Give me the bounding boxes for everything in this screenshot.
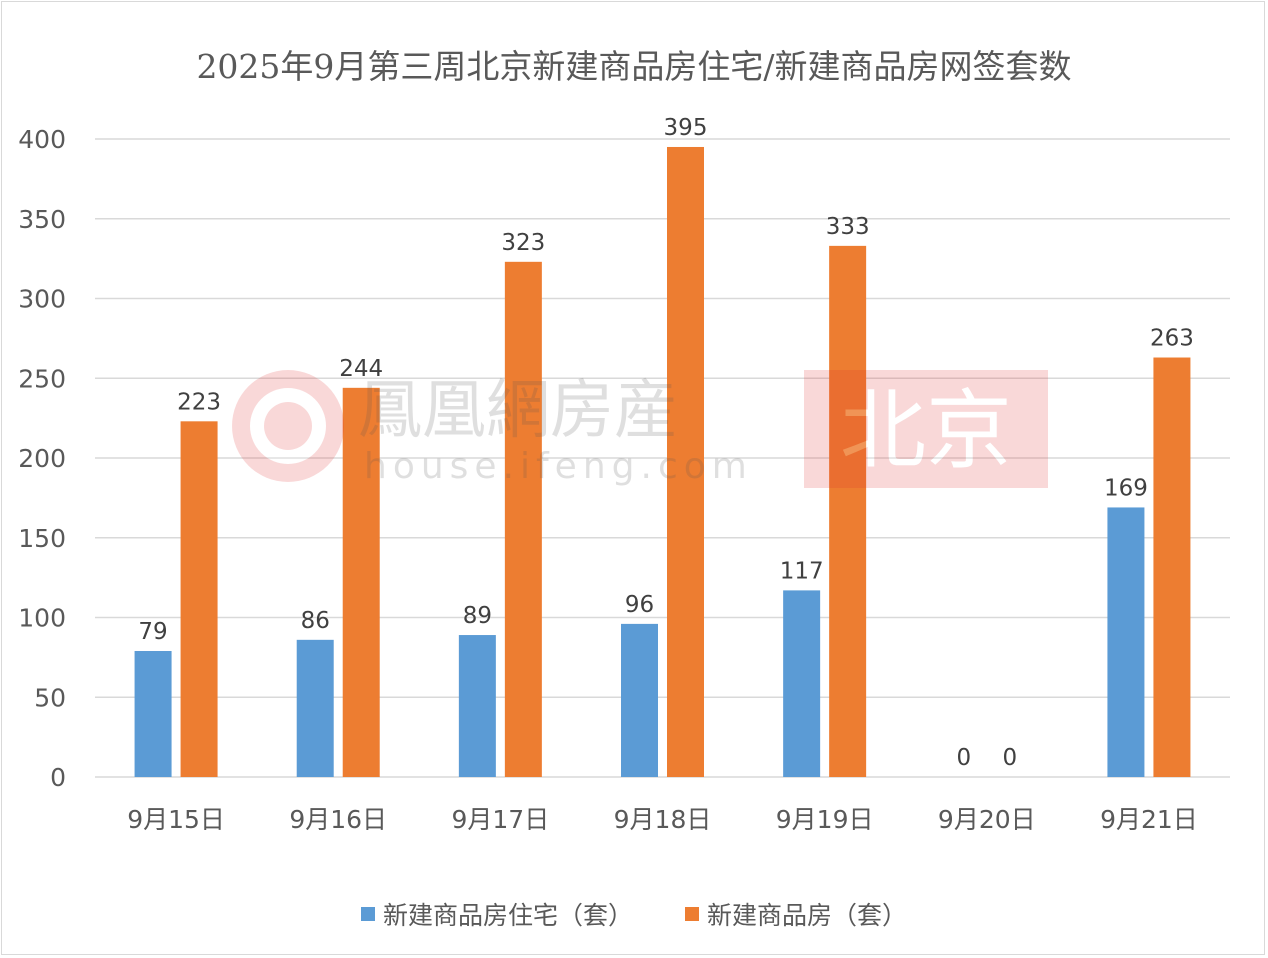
- legend-item-total: 新建商品房（套）: [685, 896, 907, 932]
- chart-legend: 新建商品房住宅（套） 新建商品房（套）: [0, 896, 1268, 932]
- data-label: 333: [826, 214, 870, 240]
- legend-label-total: 新建商品房（套）: [707, 901, 908, 930]
- data-label: 395: [664, 115, 708, 141]
- bar: [504, 261, 542, 777]
- data-label: 263: [1150, 326, 1194, 352]
- bar: [667, 146, 704, 778]
- y-tick-label: 400: [18, 125, 66, 154]
- bar: [134, 650, 172, 777]
- bar: [296, 639, 334, 777]
- y-tick-label: 50: [34, 683, 66, 712]
- bar: [829, 245, 867, 778]
- y-tick-label: 200: [18, 444, 66, 473]
- legend-swatch-total: [685, 907, 699, 921]
- data-label: 0: [956, 745, 971, 771]
- data-label: 223: [177, 389, 221, 415]
- data-label: 169: [1104, 475, 1148, 501]
- x-tick-label: 9月16日: [289, 805, 387, 834]
- y-tick-label: 350: [18, 205, 66, 234]
- y-tick-label: 0: [50, 763, 66, 792]
- y-tick-label: 300: [18, 285, 66, 314]
- bar: [1107, 507, 1145, 777]
- x-tick-label: 9月15日: [127, 805, 225, 834]
- data-label: 0: [1002, 745, 1017, 771]
- data-label: 79: [138, 619, 167, 645]
- x-tick-label: 9月18日: [614, 805, 712, 834]
- bar: [1153, 357, 1191, 777]
- legend-item-residential: 新建商品房住宅（套）: [360, 896, 633, 932]
- y-tick-label: 150: [18, 524, 66, 553]
- bar: [180, 421, 218, 777]
- bar: [342, 387, 380, 777]
- x-tick-label: 9月20日: [938, 805, 1036, 834]
- legend-label-residential: 新建商品房住宅（套）: [382, 901, 633, 930]
- chart-title: 2025年9月第三周北京新建商品房住宅/新建商品房网签套数: [196, 47, 1072, 86]
- y-tick-label: 250: [18, 364, 66, 393]
- bar: [621, 623, 658, 777]
- data-label: 96: [625, 592, 654, 618]
- data-label: 117: [780, 558, 824, 584]
- data-label: 89: [463, 603, 492, 629]
- x-tick-label: 9月19日: [776, 805, 874, 834]
- data-label: 86: [301, 608, 330, 634]
- legend-swatch-residential: [360, 907, 375, 921]
- bar: [458, 635, 496, 777]
- bar: [783, 590, 821, 777]
- x-tick-label: 9月21日: [1100, 805, 1198, 834]
- data-label: 323: [501, 230, 545, 256]
- data-label: 244: [339, 356, 383, 382]
- x-tick-label: 9月17日: [451, 805, 549, 834]
- y-tick-label: 100: [18, 604, 66, 633]
